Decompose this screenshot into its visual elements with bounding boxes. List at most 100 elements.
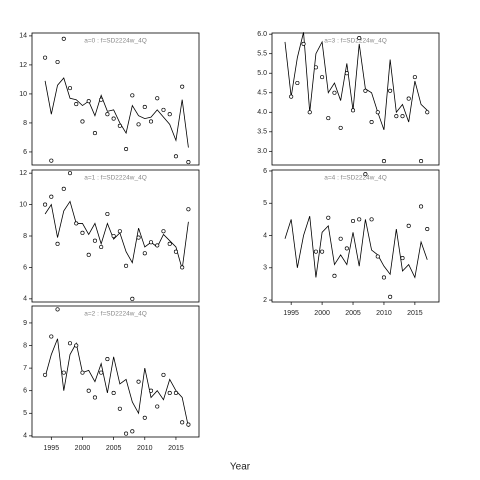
observed-point: [301, 41, 306, 46]
observed-point: [99, 244, 104, 250]
observed-point: [369, 217, 374, 222]
observed-point: [400, 256, 405, 261]
observed-point: [412, 75, 417, 80]
observed-point: [381, 159, 387, 164]
y-tick-label: 5.5: [257, 51, 267, 58]
observed-point: [155, 243, 160, 248]
observed-point: [388, 294, 393, 299]
observed-point: [74, 221, 79, 226]
y-tick-label: 4: [23, 433, 27, 440]
fitted-line: [284, 216, 428, 279]
x-tick-label: 2000: [314, 310, 330, 317]
observed-point: [86, 99, 91, 104]
observed-point: [99, 370, 104, 375]
observed-point: [111, 116, 116, 121]
observed-point: [43, 202, 48, 207]
y-tick-label: 6: [263, 168, 267, 175]
observed-point: [419, 159, 424, 164]
observed-point: [369, 119, 374, 125]
observed-point: [111, 233, 116, 239]
observed-point: [350, 108, 356, 113]
y-tick-label: 10: [19, 201, 27, 208]
observed-point: [61, 186, 66, 191]
observed-point: [406, 223, 411, 228]
observed-point: [186, 207, 191, 212]
observed-point: [320, 249, 325, 254]
observed-point: [381, 275, 387, 280]
y-tick-label: 2: [263, 297, 267, 304]
observed-point: [394, 114, 399, 119]
fitted-line: [44, 200, 189, 270]
observed-point: [117, 229, 122, 234]
x-tick-label: 1995: [283, 310, 299, 317]
observed-point: [80, 370, 85, 375]
observed-point: [74, 102, 79, 107]
y-tick-label: 3.0: [257, 148, 267, 155]
observed-point: [142, 104, 147, 110]
observed-point: [136, 379, 141, 384]
x-tick-label: 2010: [376, 310, 392, 317]
panel-frame: [271, 32, 440, 166]
observed-point: [117, 123, 122, 128]
observed-point: [388, 88, 393, 93]
observed-point: [124, 431, 129, 436]
y-tick-label: 12: [19, 170, 27, 177]
y-tick-label: 5.0: [257, 70, 267, 77]
observed-point: [167, 241, 172, 246]
panel-frame: [31, 32, 200, 166]
y-tick-label: 12: [19, 62, 27, 69]
observed-point: [425, 227, 430, 232]
observed-point: [357, 36, 362, 41]
panel-title: a=3 : f=SD2224w_4Q: [324, 38, 387, 45]
observed-point: [332, 273, 337, 278]
y-tick-label: 8: [23, 342, 27, 349]
x-tick-label: 2010: [137, 445, 153, 452]
observed-point: [130, 93, 135, 98]
y-tick-label: 4: [23, 296, 27, 303]
observed-point: [105, 357, 110, 362]
y-tick-label: 9: [23, 320, 27, 327]
observed-point: [338, 236, 343, 241]
observed-point: [49, 334, 54, 339]
observed-point: [326, 215, 331, 220]
y-tick-label: 14: [19, 33, 27, 40]
observed-point: [419, 204, 424, 209]
panel-title: a=2 : f=SD2224w_4Q: [84, 311, 147, 318]
observed-point: [173, 390, 178, 396]
x-tick-label: 2015: [407, 310, 423, 317]
y-tick-label: 6: [23, 388, 27, 395]
observed-point: [99, 97, 104, 102]
observed-point: [148, 119, 154, 124]
observed-point: [155, 96, 160, 101]
observed-point: [180, 265, 185, 270]
observed-point: [307, 110, 312, 115]
observed-point: [148, 240, 154, 245]
observed-point: [130, 429, 135, 434]
x-tick-label: 2015: [168, 445, 184, 452]
observed-point: [55, 307, 60, 312]
x-tick-label: 1995: [44, 445, 60, 452]
observed-point: [142, 415, 147, 420]
observed-point: [332, 90, 337, 95]
observed-point: [105, 112, 110, 117]
observed-point: [124, 263, 129, 268]
observed-point: [124, 146, 129, 152]
y-tick-label: 8: [23, 233, 27, 240]
y-tick-label: 6.0: [257, 31, 267, 38]
fitted-line: [44, 77, 189, 148]
observed-point: [425, 110, 430, 115]
fitted-line: [44, 338, 189, 427]
observed-point: [173, 249, 178, 254]
observed-point: [61, 36, 66, 41]
observed-point: [43, 55, 48, 60]
observed-point: [86, 252, 91, 257]
observed-point: [295, 80, 300, 86]
observed-point: [375, 110, 380, 115]
x-tick-label: 2000: [75, 445, 91, 452]
observed-point: [136, 235, 141, 240]
y-tick-label: 7: [23, 365, 27, 372]
y-tick-label: 4: [263, 232, 267, 239]
y-tick-label: 10: [19, 91, 27, 98]
observed-point: [111, 390, 116, 396]
